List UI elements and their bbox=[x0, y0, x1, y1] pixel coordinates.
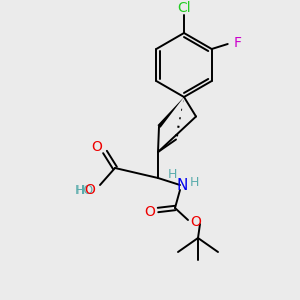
Text: N: N bbox=[176, 178, 188, 193]
Text: O: O bbox=[92, 140, 102, 154]
Text: F: F bbox=[234, 36, 242, 50]
Text: Cl: Cl bbox=[177, 1, 191, 15]
Text: H: H bbox=[189, 176, 199, 188]
Polygon shape bbox=[158, 97, 184, 128]
Text: O: O bbox=[145, 205, 155, 219]
Text: HO: HO bbox=[74, 184, 94, 196]
Text: O: O bbox=[85, 183, 95, 197]
Text: H: H bbox=[75, 184, 85, 196]
Text: H: H bbox=[167, 167, 177, 181]
Text: O: O bbox=[190, 215, 201, 229]
